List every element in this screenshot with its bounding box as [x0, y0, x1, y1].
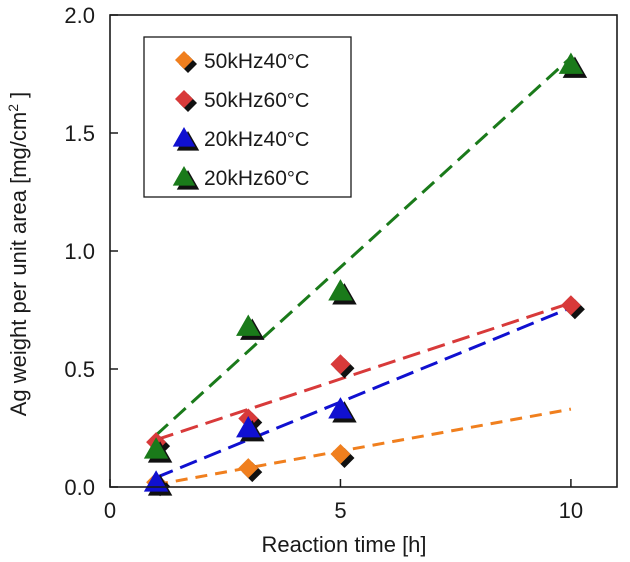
- trend-line-50khz60: [155, 301, 572, 442]
- data-point-50khz40: [330, 443, 355, 468]
- legend-label-50khz60: 50kHz60°C: [204, 89, 309, 112]
- data-point-50khz60: [560, 295, 585, 320]
- x-tick-label: 5: [334, 498, 346, 523]
- legend-marker-50khz60: [175, 90, 197, 112]
- y-axis-title-main: Ag weight per unit area [mg/cm: [6, 112, 31, 416]
- data-point-20khz60: [558, 52, 588, 78]
- legend: 50kHz40°C 50kHz60°C 20kHz40°C 20kHz60°C: [143, 36, 352, 198]
- legend-label-20khz60: 20kHz60°C: [204, 167, 309, 190]
- axis-ticks: 0 5 10 0.0 0.5 1.0 1.5 2.0: [64, 3, 583, 523]
- x-axis-title: Reaction time [h]: [261, 532, 426, 557]
- legend-marker-20khz40: [172, 127, 200, 151]
- y-tick-label: 0.0: [64, 475, 95, 500]
- legend-label-50khz40: 50kHz40°C: [204, 50, 309, 73]
- data-point-20khz60: [328, 279, 357, 305]
- data-point-20khz40: [236, 416, 265, 442]
- data-point-20khz60: [143, 437, 173, 463]
- legend-label-20khz40: 20kHz40°C: [204, 128, 309, 151]
- legend-box: [143, 36, 352, 198]
- data-point-50khz60: [330, 354, 355, 379]
- y-tick-label: 1.5: [64, 121, 95, 146]
- y-axis-title-end: ]: [6, 92, 31, 104]
- trend-line-50khz40: [155, 407, 572, 487]
- x-tick-label: 0: [104, 498, 116, 523]
- data-markers: [143, 52, 588, 497]
- legend-marker-50khz40: [175, 51, 197, 73]
- data-point-20khz60: [236, 314, 265, 340]
- y-axis-title-superscript: 2: [5, 104, 21, 112]
- trend-line-20khz40: [155, 306, 572, 479]
- trend-lines: [155, 56, 572, 487]
- legend-marker-20khz60: [172, 166, 200, 190]
- x-tick-label: 10: [559, 498, 583, 523]
- y-tick-label: 0.5: [64, 357, 95, 382]
- trend-line-20khz60: [155, 56, 572, 437]
- y-tick-label: 1.0: [64, 239, 95, 264]
- y-axis-title: Ag weight per unit area [mg/cm2 ]: [5, 92, 31, 417]
- data-point-20khz40: [328, 397, 357, 423]
- data-point-50khz40: [238, 458, 263, 483]
- y-tick-label: 2.0: [64, 3, 95, 28]
